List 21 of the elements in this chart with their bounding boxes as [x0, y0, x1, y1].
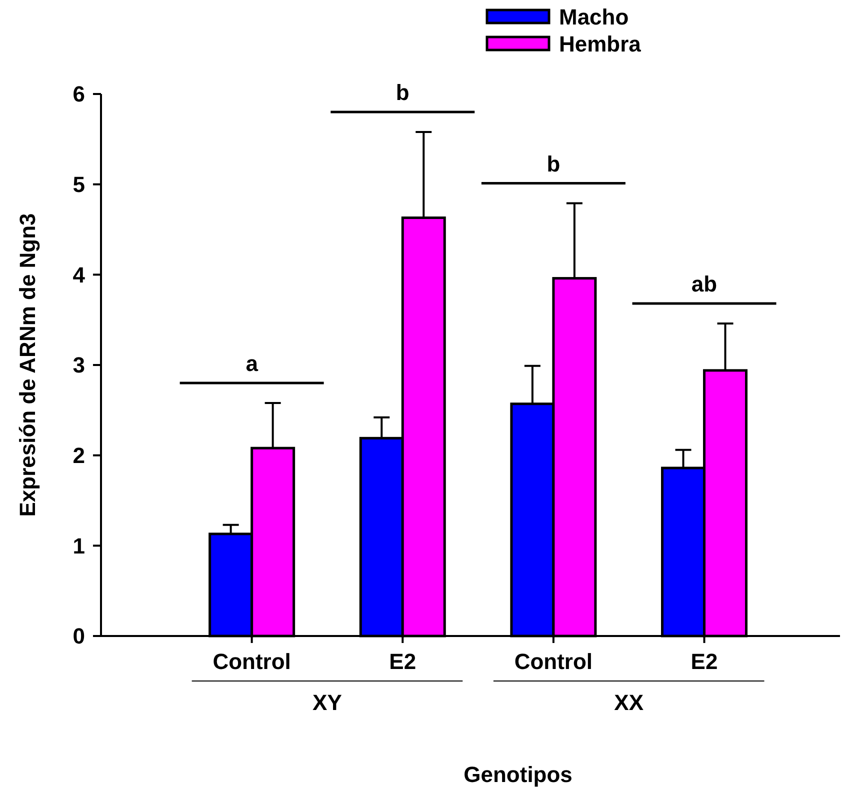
annotation: b — [396, 80, 410, 105]
y-axis-title: Expresión de ARNm de Ngn3 — [15, 213, 40, 517]
y-tick-label: 0 — [72, 624, 85, 649]
text: XX — [614, 690, 644, 715]
x-axis-title: Genotipos — [464, 762, 572, 787]
y-tick-label: 1 — [72, 533, 85, 558]
annotation: ab — [691, 271, 718, 296]
y-tick-label: 5 — [72, 172, 85, 198]
legend-label: Hembra — [559, 32, 642, 57]
x-tick-label: Control — [212, 649, 291, 674]
y-tick-label: 6 — [72, 82, 85, 107]
x-tick-label: E2 — [690, 649, 718, 674]
y-tick-label: 2 — [72, 443, 85, 468]
y-tick-label: 4 — [72, 262, 86, 288]
x-tick-label: Control — [514, 649, 593, 674]
annotation: b — [546, 151, 560, 176]
legend-label: Macho — [559, 4, 629, 30]
x-tick-label: E2 — [389, 649, 416, 674]
y-tick-label: 3 — [72, 352, 85, 378]
text: XY — [312, 690, 342, 715]
annotation: a — [246, 350, 259, 376]
